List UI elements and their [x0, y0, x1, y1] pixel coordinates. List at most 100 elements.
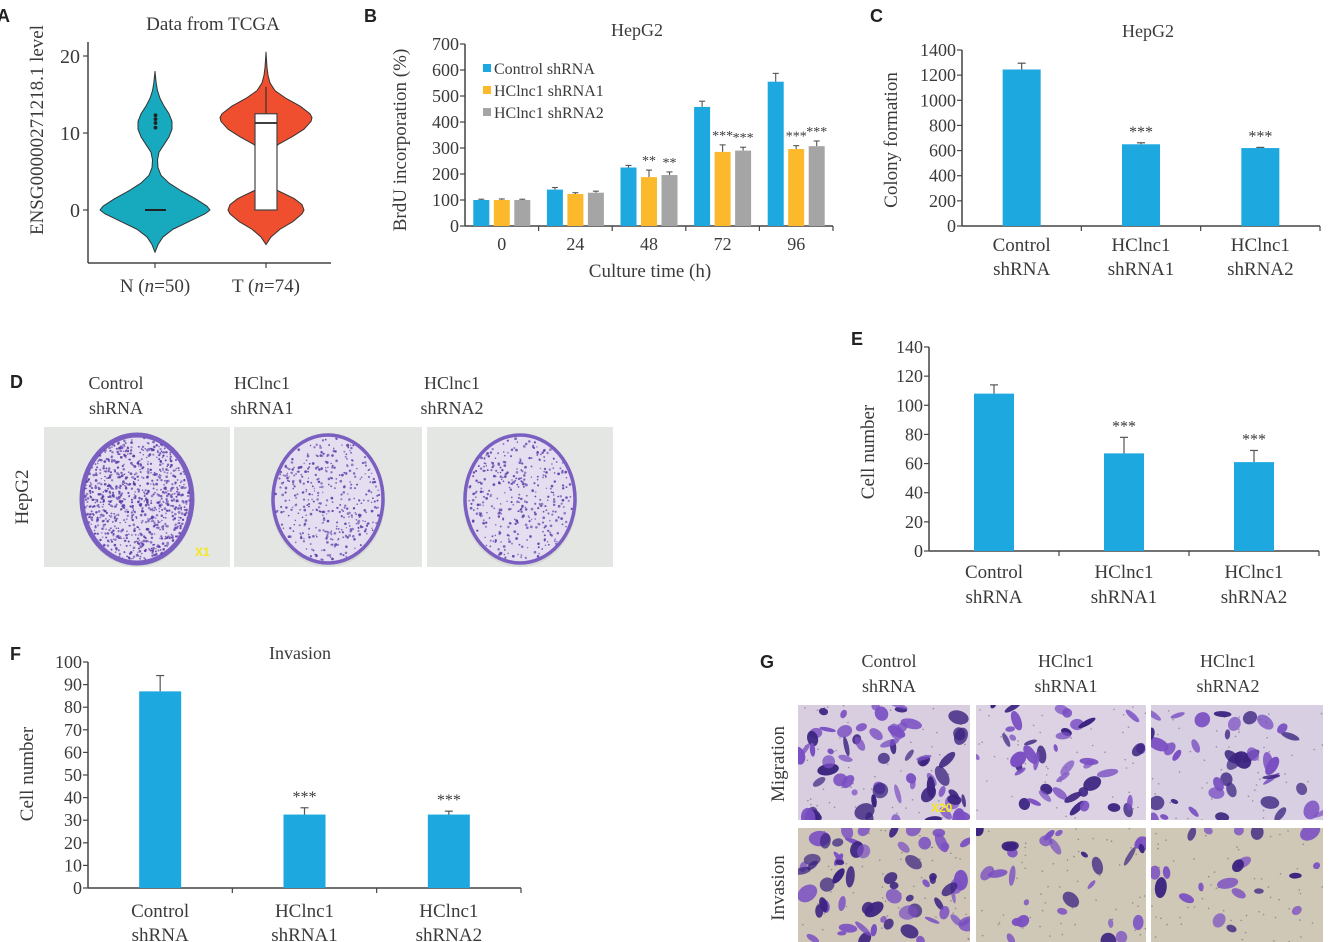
bar: [473, 200, 490, 226]
x-tick-label: 72: [714, 234, 732, 254]
chart-f-title: Invasion: [269, 643, 331, 663]
panel-letter-b: B: [364, 6, 377, 26]
column-label: HClnc1: [234, 373, 290, 393]
y-tick-label: 60: [64, 742, 82, 762]
y-tick-label: 20: [64, 833, 82, 853]
x-tick-label: 0: [497, 234, 506, 254]
x-tick-label: HClnc1: [1111, 235, 1170, 256]
y-tick-label: 600: [929, 141, 956, 161]
y-tick-label: 120: [896, 366, 923, 386]
chart-c-ylabel: Colony formation: [881, 72, 902, 208]
y-tick-label: 40: [905, 483, 923, 503]
x-tick-label: HClnc1: [1094, 562, 1153, 583]
legend-swatch-shrna2: [483, 108, 491, 116]
bar: [1122, 144, 1160, 226]
panel-letter-d: D: [10, 372, 23, 392]
bar: [546, 189, 563, 226]
y-tick-label: 30: [64, 810, 82, 830]
y-tick-label: 20: [905, 512, 923, 532]
panel-letter-a: A: [0, 6, 10, 26]
significance-label: ***: [437, 792, 461, 809]
stained-cells: [1151, 709, 1323, 820]
x-tick-label: shRNA1: [271, 925, 338, 942]
y-tick-label: 20: [60, 46, 80, 68]
y-tick-label: 0: [914, 541, 923, 561]
y-tick-label: 1000: [920, 90, 956, 110]
column-label: HClnc1: [424, 373, 480, 393]
y-tick-label: 200: [432, 164, 459, 184]
bar: [661, 175, 678, 226]
x-tick-label: shRNA1: [1108, 259, 1175, 280]
bar: [139, 691, 182, 888]
y-tick-label: 300: [432, 138, 459, 158]
y-tick-label: 10: [64, 855, 82, 875]
y-tick-label: 100: [432, 190, 459, 210]
bar: [1234, 462, 1274, 551]
column-label: shRNA1: [230, 398, 293, 418]
culture-plate: [463, 433, 577, 565]
y-tick-label: 600: [432, 60, 459, 80]
bar: [514, 200, 531, 226]
stained-cells: [798, 705, 970, 820]
chart-c-bar: HepG2 Colony formation 0 200 400 600 800 1000…: [881, 21, 1321, 280]
bar: [788, 149, 805, 226]
legend-label-control: Control shRNA: [494, 61, 595, 78]
bar: [620, 167, 637, 226]
micrograph-background: [976, 828, 1146, 942]
chart-c-title: HepG2: [1122, 21, 1174, 41]
bar: [767, 81, 784, 226]
chart-b-title: HepG2: [611, 20, 663, 40]
x-tick-label: shRNA2: [1227, 259, 1294, 280]
chart-b-legend: Control shRNA HClnc1 shRNA1 HClnc1 shRNA…: [483, 61, 604, 122]
chart-a-xtick-t: T (n=74): [232, 276, 300, 297]
bar: [427, 814, 470, 888]
colony-dots: [468, 437, 573, 560]
panel-d-colony-plates: HepG2 Control shRNA HClnc1 shRNA1 HClnc1 shRN…: [12, 373, 613, 567]
x-tick-label: Control: [131, 901, 189, 922]
column-label: Control: [861, 651, 916, 671]
bar: [567, 194, 584, 226]
chart-a-ylabel: ENSG00000271218.1 level: [27, 25, 48, 235]
x-tick-label: 96: [787, 234, 805, 254]
scale-label: X20: [931, 801, 953, 815]
y-tick-label: 1200: [920, 65, 956, 85]
y-tick-label: 700: [432, 34, 459, 54]
chart-b-bar: HepG2 BrdU incorporation (%) Culture tim…: [390, 20, 834, 282]
y-tick-label: 1400: [920, 40, 956, 60]
y-tick-label: 400: [929, 166, 956, 186]
outlier-point: [153, 121, 158, 125]
y-tick-label: 500: [432, 86, 459, 106]
bar: [587, 192, 604, 226]
stained-cells: [976, 705, 1146, 819]
micrograph-background: [1151, 828, 1323, 942]
x-tick-label: Control: [965, 562, 1023, 583]
panel-g-transwell-images: Migration Invasion Control shRNA HClnc1 shR…: [768, 651, 1323, 942]
significance-label: ***: [1248, 128, 1272, 145]
chart-b-ylabel: BrdU incorporation (%): [390, 49, 411, 232]
significance-label: ***: [806, 125, 827, 140]
y-tick-label: 0: [70, 200, 80, 222]
bar: [714, 151, 731, 226]
chart-b-xlabel: Culture time (h): [589, 261, 711, 282]
chart-e-ylabel: Cell number: [858, 404, 879, 499]
y-tick-label: 800: [929, 115, 956, 135]
significance-label: **: [663, 156, 677, 171]
y-tick-label: 40: [64, 788, 82, 808]
panel-g-row-label-migration: Migration: [768, 726, 789, 802]
x-tick-label: shRNA: [965, 587, 1022, 608]
x-tick-label: 24: [566, 234, 584, 254]
bar: [974, 393, 1014, 551]
chart-a-violin: Data from TCGA ENSG00000271218.1 level 0…: [27, 14, 331, 297]
column-label: shRNA2: [420, 398, 483, 418]
outlier-point: [153, 117, 158, 122]
chart-e-bar: Cell number 0 20 40 60 80 100 120 140 Control shR…: [858, 337, 1320, 608]
x-tick-label: HClnc1: [419, 901, 478, 922]
column-label: shRNA: [89, 398, 143, 418]
x-tick-label: shRNA: [993, 259, 1050, 280]
bar: [641, 177, 657, 226]
legend-swatch-control: [483, 64, 491, 72]
y-tick-label: 140: [896, 337, 923, 357]
x-tick-label: shRNA2: [416, 925, 483, 942]
y-tick-label: 100: [55, 652, 82, 672]
column-label: HClnc1: [1038, 651, 1094, 671]
